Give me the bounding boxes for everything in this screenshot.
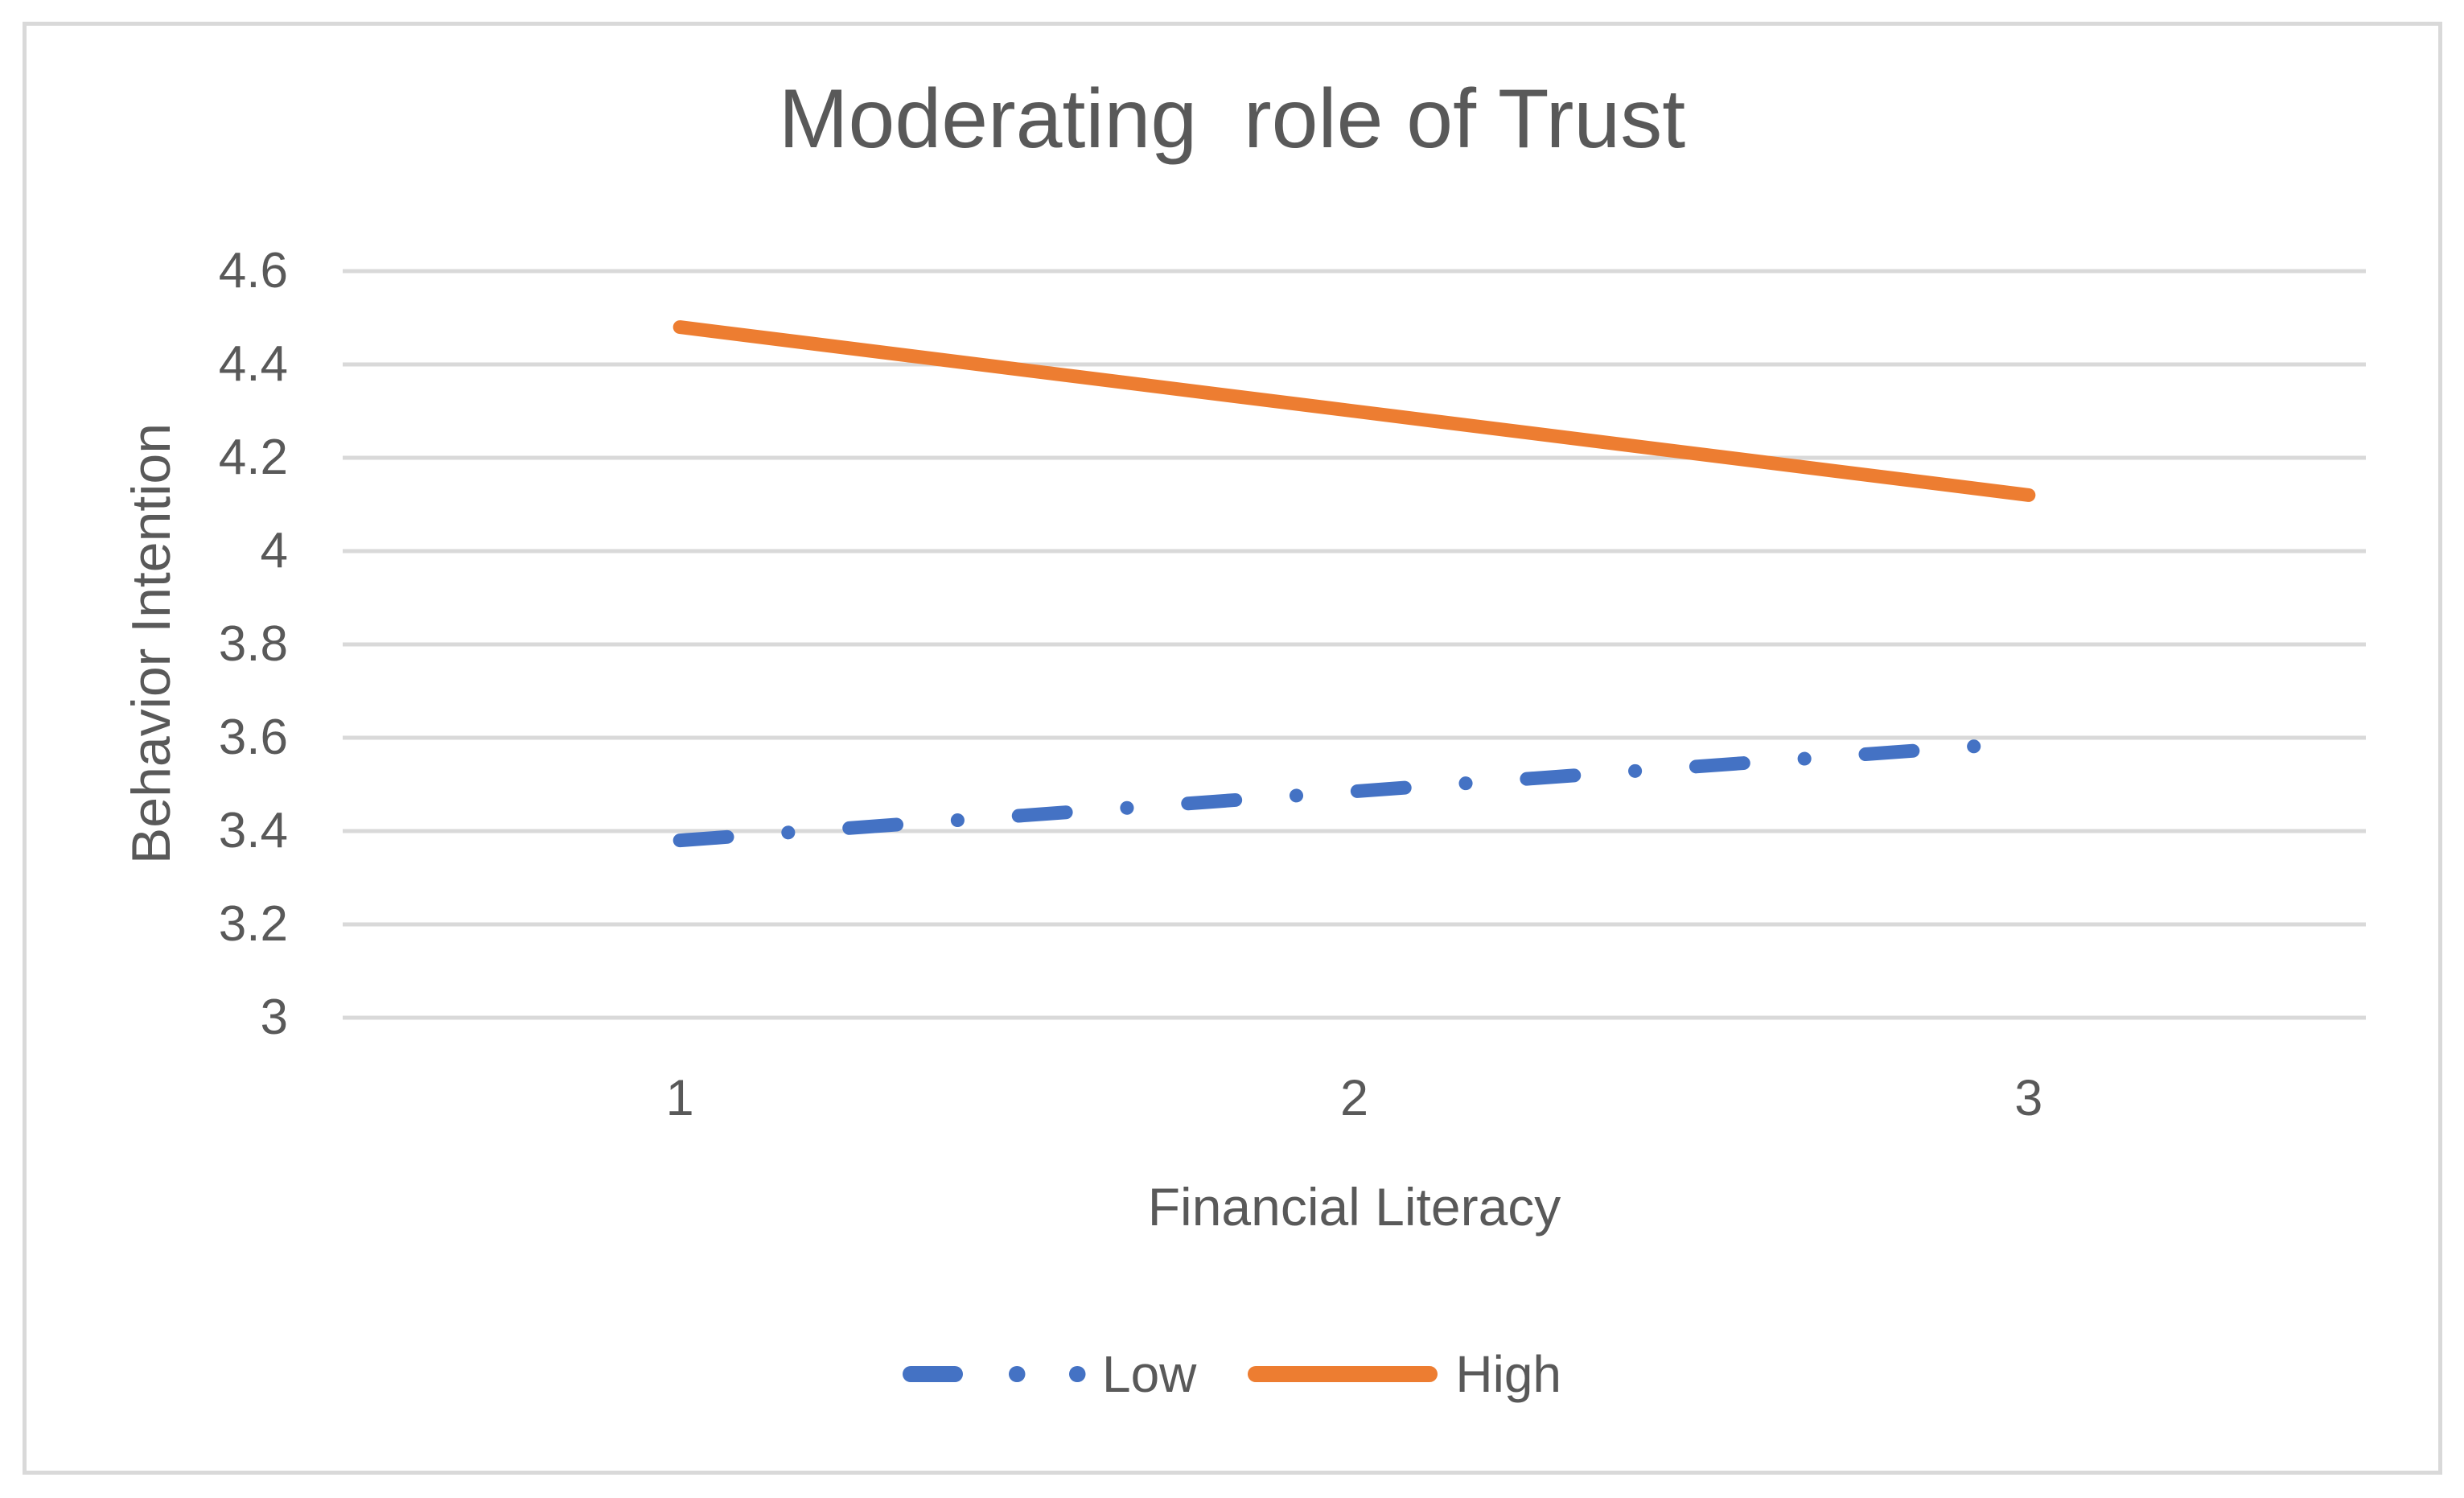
y-tick-label-3.8: 3.8	[218, 616, 288, 672]
y-tick-label-3.6: 3.6	[218, 710, 288, 765]
legend-item-low: Low	[902, 1342, 1246, 1406]
low-series-line-sample-icon	[902, 1366, 1089, 1382]
y-tick-label-4.2: 4.2	[218, 430, 288, 485]
chart-border	[23, 22, 2442, 1475]
legend-label-high: High	[1455, 1345, 1562, 1403]
y-tick-label-3: 3	[260, 990, 288, 1045]
high-series-line-sample-icon	[1248, 1366, 1438, 1382]
x-tick-label-3: 3	[2014, 1070, 2043, 1126]
x-axis-title: Financial Literacy	[1147, 1177, 1561, 1237]
x-tick-label-2: 2	[1339, 1070, 1369, 1126]
y-tick-label-4.6: 4.6	[218, 243, 288, 298]
y-tick-label-3.4: 3.4	[218, 803, 288, 858]
series-line-high	[673, 320, 2036, 502]
y-tick-label-4.4: 4.4	[218, 336, 288, 392]
y-tick-label-3.2: 3.2	[218, 896, 288, 952]
legend-label-low: Low	[1101, 1345, 1197, 1403]
legend-item-high: High	[1246, 1342, 1561, 1406]
legend: Low High	[0, 1342, 2464, 1406]
series-line-low	[673, 735, 2036, 848]
y-tick-label-4: 4	[260, 523, 288, 578]
x-tick-label-1: 1	[665, 1070, 694, 1126]
chart-title: Moderating role of Trust	[778, 72, 1686, 166]
